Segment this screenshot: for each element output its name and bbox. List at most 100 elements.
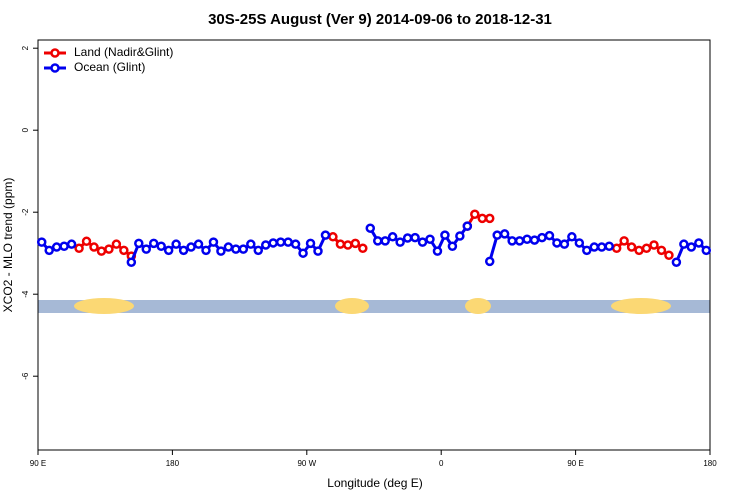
data-point bbox=[246, 239, 256, 249]
y-tick-label: 2 bbox=[21, 45, 30, 50]
data-point bbox=[626, 242, 637, 252]
data-point bbox=[119, 245, 129, 256]
x-tick-label: 0 bbox=[439, 459, 444, 468]
data-point bbox=[253, 245, 264, 256]
x-axis-label: Longitude (deg E) bbox=[327, 476, 422, 490]
data-point bbox=[664, 250, 674, 260]
land-band bbox=[74, 298, 134, 314]
data-point bbox=[320, 230, 331, 240]
data-point bbox=[611, 243, 622, 254]
x-tick-label: 180 bbox=[703, 459, 717, 468]
data-point bbox=[567, 232, 577, 242]
y-tick-label: -6 bbox=[21, 372, 30, 380]
y-tick-label: -2 bbox=[21, 208, 30, 216]
data-point bbox=[238, 244, 249, 254]
land-band bbox=[335, 298, 369, 314]
data-point bbox=[193, 239, 204, 249]
x-tick-label: 90 E bbox=[567, 459, 583, 468]
data-point bbox=[36, 237, 47, 247]
y-axis-label: XCO2 - MLO trend (ppm) bbox=[1, 178, 15, 313]
data-point bbox=[305, 238, 316, 249]
data-point bbox=[89, 242, 99, 252]
surface-band bbox=[38, 298, 710, 314]
data-point bbox=[679, 239, 689, 249]
data-point bbox=[343, 240, 353, 250]
data-point bbox=[298, 248, 308, 258]
land-band bbox=[465, 298, 491, 314]
data-point bbox=[440, 230, 450, 240]
data-point bbox=[455, 231, 465, 241]
data-point bbox=[574, 238, 585, 248]
data-point bbox=[223, 242, 234, 252]
data-point bbox=[171, 239, 181, 249]
data-point bbox=[582, 245, 592, 256]
data-point bbox=[328, 232, 338, 242]
data-point bbox=[544, 230, 555, 241]
data-point bbox=[484, 256, 495, 267]
y-tick-label: 0 bbox=[21, 127, 30, 132]
data-point bbox=[492, 230, 502, 240]
data-point bbox=[477, 213, 488, 224]
data-point bbox=[522, 234, 532, 245]
data-point bbox=[74, 243, 84, 254]
data-point bbox=[104, 244, 114, 254]
data-point bbox=[470, 209, 480, 219]
data-point bbox=[96, 246, 107, 256]
data-point bbox=[216, 246, 226, 256]
data-point bbox=[44, 245, 54, 256]
data-point bbox=[365, 223, 376, 233]
legend-label: Ocean (Glint) bbox=[74, 60, 145, 74]
legend-label: Land (Nadir&Glint) bbox=[74, 45, 173, 59]
data-point bbox=[552, 238, 562, 248]
data-point bbox=[81, 236, 92, 247]
data-point bbox=[335, 239, 346, 249]
data-point bbox=[589, 242, 600, 252]
data-point bbox=[59, 241, 69, 251]
data-point bbox=[290, 239, 301, 249]
data-point bbox=[51, 242, 62, 252]
data-point bbox=[163, 245, 174, 256]
data-point bbox=[447, 241, 458, 251]
data-point bbox=[260, 240, 271, 250]
data-point bbox=[701, 245, 712, 256]
data-point bbox=[201, 245, 211, 256]
data-point bbox=[387, 232, 398, 242]
data-point bbox=[425, 234, 435, 245]
data-point bbox=[402, 233, 413, 243]
data-point bbox=[313, 246, 323, 256]
x-tick-label: 90 E bbox=[30, 459, 46, 468]
data-point bbox=[111, 239, 122, 249]
data-point bbox=[694, 238, 704, 248]
land-band bbox=[611, 298, 671, 314]
data-point bbox=[141, 244, 152, 254]
data-point bbox=[231, 244, 241, 254]
data-point bbox=[686, 242, 697, 252]
data-point bbox=[507, 236, 517, 246]
chart-title: 30S-25S August (Ver 9) 2014-09-06 to 201… bbox=[208, 11, 552, 28]
data-point bbox=[156, 241, 166, 251]
data-point bbox=[395, 237, 405, 247]
data-point bbox=[350, 238, 361, 249]
data-point bbox=[410, 232, 420, 243]
legend-marker bbox=[50, 63, 60, 73]
data-point bbox=[619, 236, 629, 246]
data-point bbox=[358, 243, 368, 254]
data-point bbox=[484, 213, 495, 224]
data-point bbox=[462, 221, 473, 231]
data-point bbox=[596, 242, 607, 252]
data-point bbox=[671, 257, 682, 267]
data-point bbox=[641, 243, 652, 254]
data-point bbox=[499, 229, 510, 239]
data-point bbox=[208, 237, 219, 247]
data-point bbox=[514, 236, 525, 246]
data-point bbox=[634, 245, 644, 256]
ocean-band bbox=[38, 300, 710, 313]
legend: Land (Nadir&Glint)Ocean (Glint) bbox=[44, 45, 173, 74]
data-point bbox=[529, 235, 540, 245]
y-tick-label: -4 bbox=[21, 290, 30, 298]
data-point bbox=[649, 240, 659, 250]
data-point bbox=[66, 239, 77, 249]
data-point bbox=[604, 241, 614, 251]
data-point bbox=[372, 236, 383, 246]
